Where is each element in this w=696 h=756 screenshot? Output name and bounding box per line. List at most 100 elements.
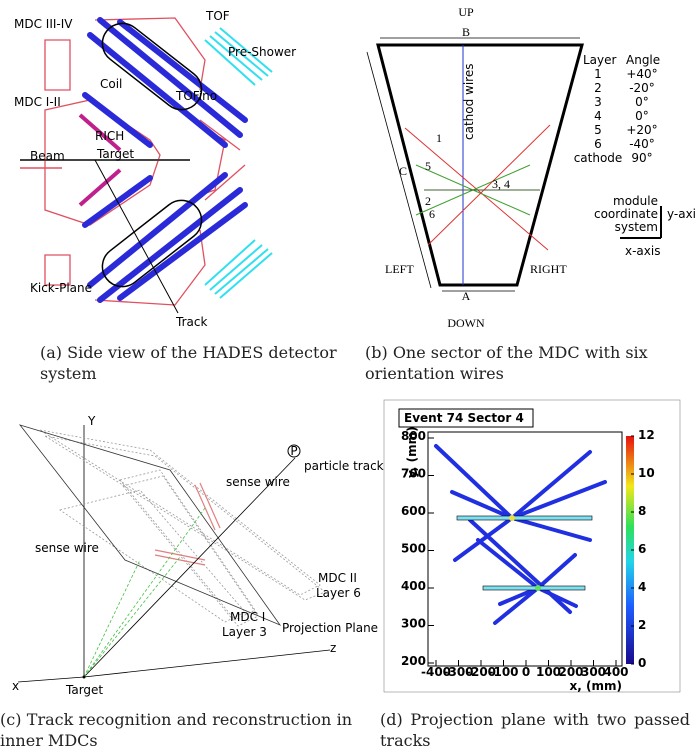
page-body: MDC III-IV TOF Pre-Shower Coil TOFino MD… [0, 0, 696, 756]
x-axis-label: x, (mm) [570, 679, 622, 693]
label: z [330, 641, 336, 655]
mdc-planes-part [40, 430, 320, 595]
label: Target [65, 683, 103, 697]
table-cell: 0° [635, 95, 649, 109]
label: Projection Plane [282, 621, 378, 635]
horizontal-tracks-part [457, 516, 592, 520]
label: Coil [100, 77, 122, 91]
table-cell: 4 [594, 109, 602, 123]
sector-trapezoid [378, 45, 582, 285]
colorbar-tick-label: 4 [638, 580, 646, 594]
label: 3, 4 [492, 177, 510, 191]
label: Layer 6 [316, 586, 361, 600]
colorbar-tick-label: 2 [638, 618, 646, 632]
label: TOF [205, 9, 230, 23]
label: 5 [425, 159, 431, 173]
table-cell: 1 [594, 67, 602, 81]
label: UP [458, 5, 474, 19]
label: x-axis [625, 244, 660, 258]
sense-wires-part [195, 485, 215, 530]
label: Layer 3 [222, 625, 267, 639]
pre-shower-part [215, 249, 268, 294]
sense-wires-part [155, 555, 205, 565]
label: A [462, 289, 471, 303]
track-line [95, 160, 178, 313]
label: cathod wires [462, 64, 476, 141]
table-cell: 6 [594, 137, 602, 151]
label: MDC I-II [14, 95, 61, 109]
colorbar-tick-label: 6 [638, 542, 646, 556]
green-rays-part [84, 557, 180, 677]
axis-z [84, 650, 330, 677]
panel-d-plot: Event 74 Sector 4 y, (mm) x, (mm) -400-3… [384, 400, 680, 693]
label: RIGHT [530, 262, 567, 276]
table-cell: +20° [626, 123, 657, 137]
label: LEFT [385, 262, 414, 276]
label: particle track [304, 459, 384, 473]
label: sense wire [226, 475, 290, 489]
hit-2 [535, 585, 541, 591]
y-tick-label: 800 [401, 429, 426, 443]
label: B [462, 25, 470, 39]
panel-c-labels: Y x z P particle track sense wire sense … [12, 414, 384, 697]
label: Y [87, 414, 96, 428]
x-tick-label: 100 [536, 665, 561, 679]
label: 6 [429, 207, 435, 221]
y-tick-label: 500 [401, 542, 426, 556]
sense-wires-part [155, 550, 205, 560]
label: C [399, 164, 407, 178]
y-tick-label: 200 [401, 654, 426, 668]
table-cell: 5 [594, 123, 602, 137]
label: module [613, 194, 658, 208]
label: P [290, 444, 297, 458]
mdc-planes-part [45, 436, 325, 600]
label: Track [175, 315, 207, 329]
red-frame-part [200, 120, 240, 150]
label: 1 [436, 131, 442, 145]
table-cell: 90° [631, 151, 652, 165]
label: MDC I [230, 610, 265, 624]
red-frame-part [205, 165, 245, 200]
label: MDC III-IV [14, 17, 73, 31]
label: Beam [30, 149, 65, 163]
label: sense wire [35, 541, 99, 555]
colorbar-tick-label: 0 [638, 656, 646, 670]
pre-shower [205, 28, 272, 298]
x-tick-label: 400 [603, 665, 628, 679]
hit-1 [509, 515, 515, 521]
mdc-planes-part [120, 470, 255, 620]
table-cell: 3 [594, 95, 602, 109]
red-frame-part [45, 40, 70, 90]
target-dot [83, 676, 86, 679]
caption: (d) Projection plane with two passed tra… [380, 709, 690, 751]
label: RICH [95, 129, 124, 143]
plot-title: Event 74 Sector 4 [404, 411, 524, 425]
label: system [615, 220, 658, 234]
label: Target [96, 147, 134, 161]
pre-shower-part [205, 240, 255, 285]
label: 2 [425, 194, 431, 208]
mdc-planes [40, 430, 325, 626]
table-cell: cathode [574, 151, 623, 165]
table-cell: -20° [629, 81, 655, 95]
colorbar-tick-label: 8 [638, 504, 646, 518]
caption: (b) One sector of the MDC with six orien… [365, 342, 690, 384]
magenta-rich-part [80, 170, 120, 205]
table-header: Layer [583, 53, 617, 67]
label: y-axis [667, 207, 696, 221]
y-tick-label: 300 [401, 617, 426, 631]
y-tick-label: 600 [401, 504, 426, 518]
green-rays [84, 508, 205, 677]
caption: (a) Side view of the HADES detector syst… [40, 342, 340, 384]
green-rays-part [84, 508, 205, 677]
x-tick-label: 0 [522, 665, 530, 679]
track-c [84, 458, 295, 677]
label: DOWN [447, 316, 485, 330]
colorbar-tick-label: 10 [638, 466, 655, 480]
x-tick-label: 300 [581, 665, 606, 679]
table-cell: -40° [629, 137, 655, 151]
x-tick-label: -100 [488, 665, 518, 679]
table-cell: 0° [635, 109, 649, 123]
label: MDC II [318, 571, 357, 585]
